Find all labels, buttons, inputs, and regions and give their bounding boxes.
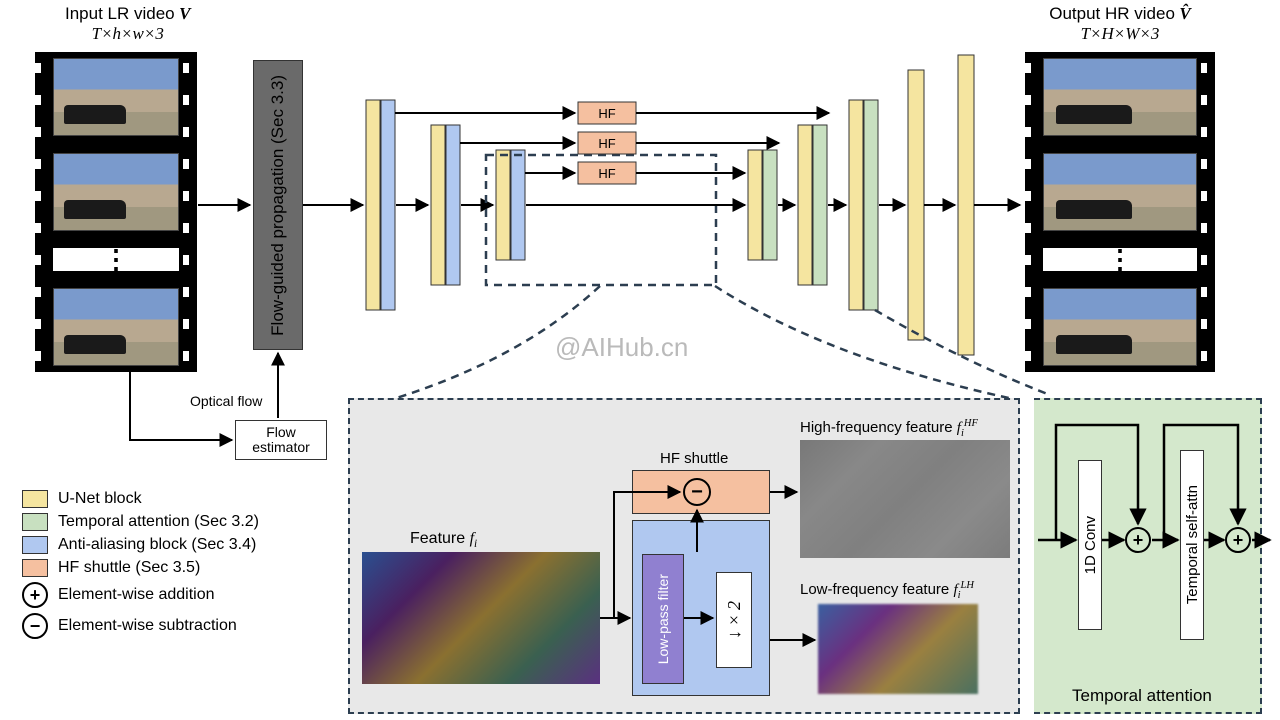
temporal-title: Temporal attention [1072, 686, 1212, 706]
add-icon-2: + [1225, 527, 1251, 553]
selfattn-box: Temporal self-attn [1180, 450, 1204, 640]
add-icon-1: + [1125, 527, 1151, 553]
conv1d-box: 1D Conv [1078, 460, 1102, 630]
